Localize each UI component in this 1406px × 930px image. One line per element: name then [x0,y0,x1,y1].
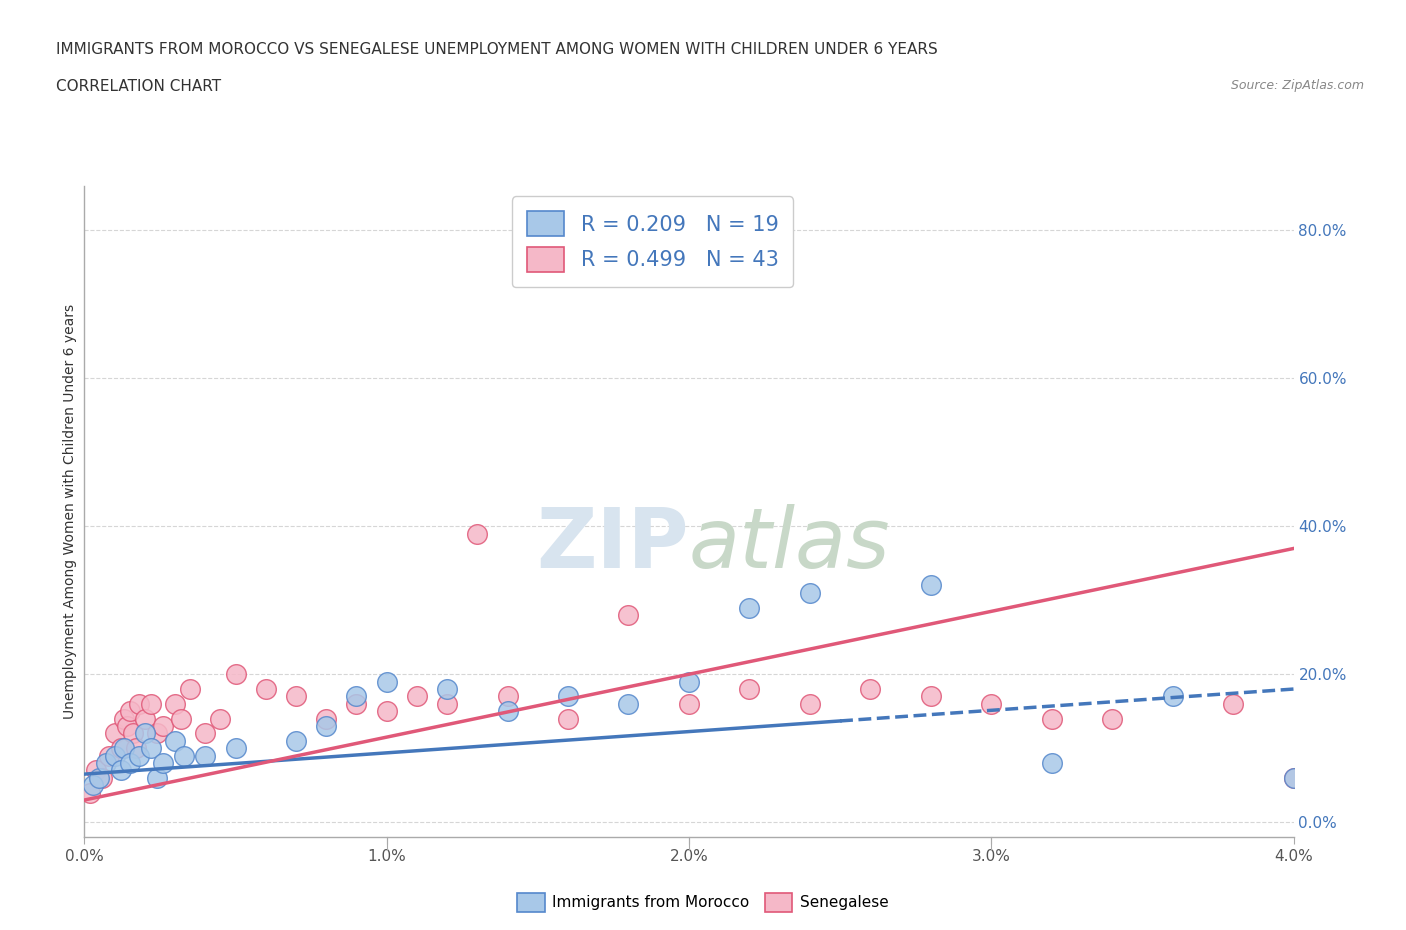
Point [315,711,337,726]
Point [346,697,368,711]
Point [179,682,201,697]
Point [496,689,519,704]
Point [118,704,141,719]
Point [194,726,217,741]
Point [1282,770,1305,785]
Point [738,682,761,697]
Point [980,697,1002,711]
Point [225,741,247,756]
Point [170,711,193,726]
Point [467,526,489,541]
Point [128,748,150,763]
Point [139,697,162,711]
Point [152,755,174,770]
Legend: Immigrants from Morocco, Senegalese: Immigrants from Morocco, Senegalese [512,887,894,918]
Point [375,674,398,689]
Point [436,682,458,697]
Point [125,741,148,756]
Point [152,719,174,734]
Legend: R = 0.209   N = 19, R = 0.499   N = 43: R = 0.209 N = 19, R = 0.499 N = 43 [512,196,793,286]
Point [110,741,132,756]
Point [678,697,700,711]
Point [165,697,187,711]
Point [346,689,368,704]
Point [94,755,117,770]
Point [173,748,195,763]
Point [375,704,398,719]
Point [146,726,169,741]
Point [104,726,127,741]
Point [128,697,150,711]
Point [284,734,308,749]
Point [678,674,700,689]
Point [799,586,821,601]
Text: atlas: atlas [689,503,890,585]
Point [1101,711,1123,726]
Y-axis label: Unemployment Among Women with Children Under 6 years: Unemployment Among Women with Children U… [63,304,77,719]
Point [225,667,247,682]
Text: ZIP: ZIP [537,503,689,585]
Point [146,770,169,785]
Point [557,711,579,726]
Point [165,734,187,749]
Point [557,689,579,704]
Point [118,755,141,770]
Point [86,763,108,777]
Text: IMMIGRANTS FROM MOROCCO VS SENEGALESE UNEMPLOYMENT AMONG WOMEN WITH CHILDREN UND: IMMIGRANTS FROM MOROCCO VS SENEGALESE UN… [56,42,938,57]
Point [1040,755,1063,770]
Point [617,607,640,622]
Point [79,785,101,800]
Point [104,748,127,763]
Point [406,689,429,704]
Point [97,748,120,763]
Point [284,689,308,704]
Point [617,697,640,711]
Point [194,748,217,763]
Point [799,697,821,711]
Point [134,711,156,726]
Point [254,682,277,697]
Point [139,741,162,756]
Point [89,770,111,785]
Point [209,711,232,726]
Text: CORRELATION CHART: CORRELATION CHART [56,79,221,94]
Point [121,726,143,741]
Point [315,719,337,734]
Point [115,719,138,734]
Point [112,711,135,726]
Point [920,689,942,704]
Point [920,578,942,593]
Point [496,704,519,719]
Point [738,600,761,615]
Point [110,763,132,777]
Point [82,777,104,792]
Point [436,697,458,711]
Point [1040,711,1063,726]
Point [1161,689,1184,704]
Text: Source: ZipAtlas.com: Source: ZipAtlas.com [1230,79,1364,92]
Point [112,741,135,756]
Point [859,682,882,697]
Point [1222,697,1244,711]
Point [134,726,156,741]
Point [1282,770,1305,785]
Point [91,770,114,785]
